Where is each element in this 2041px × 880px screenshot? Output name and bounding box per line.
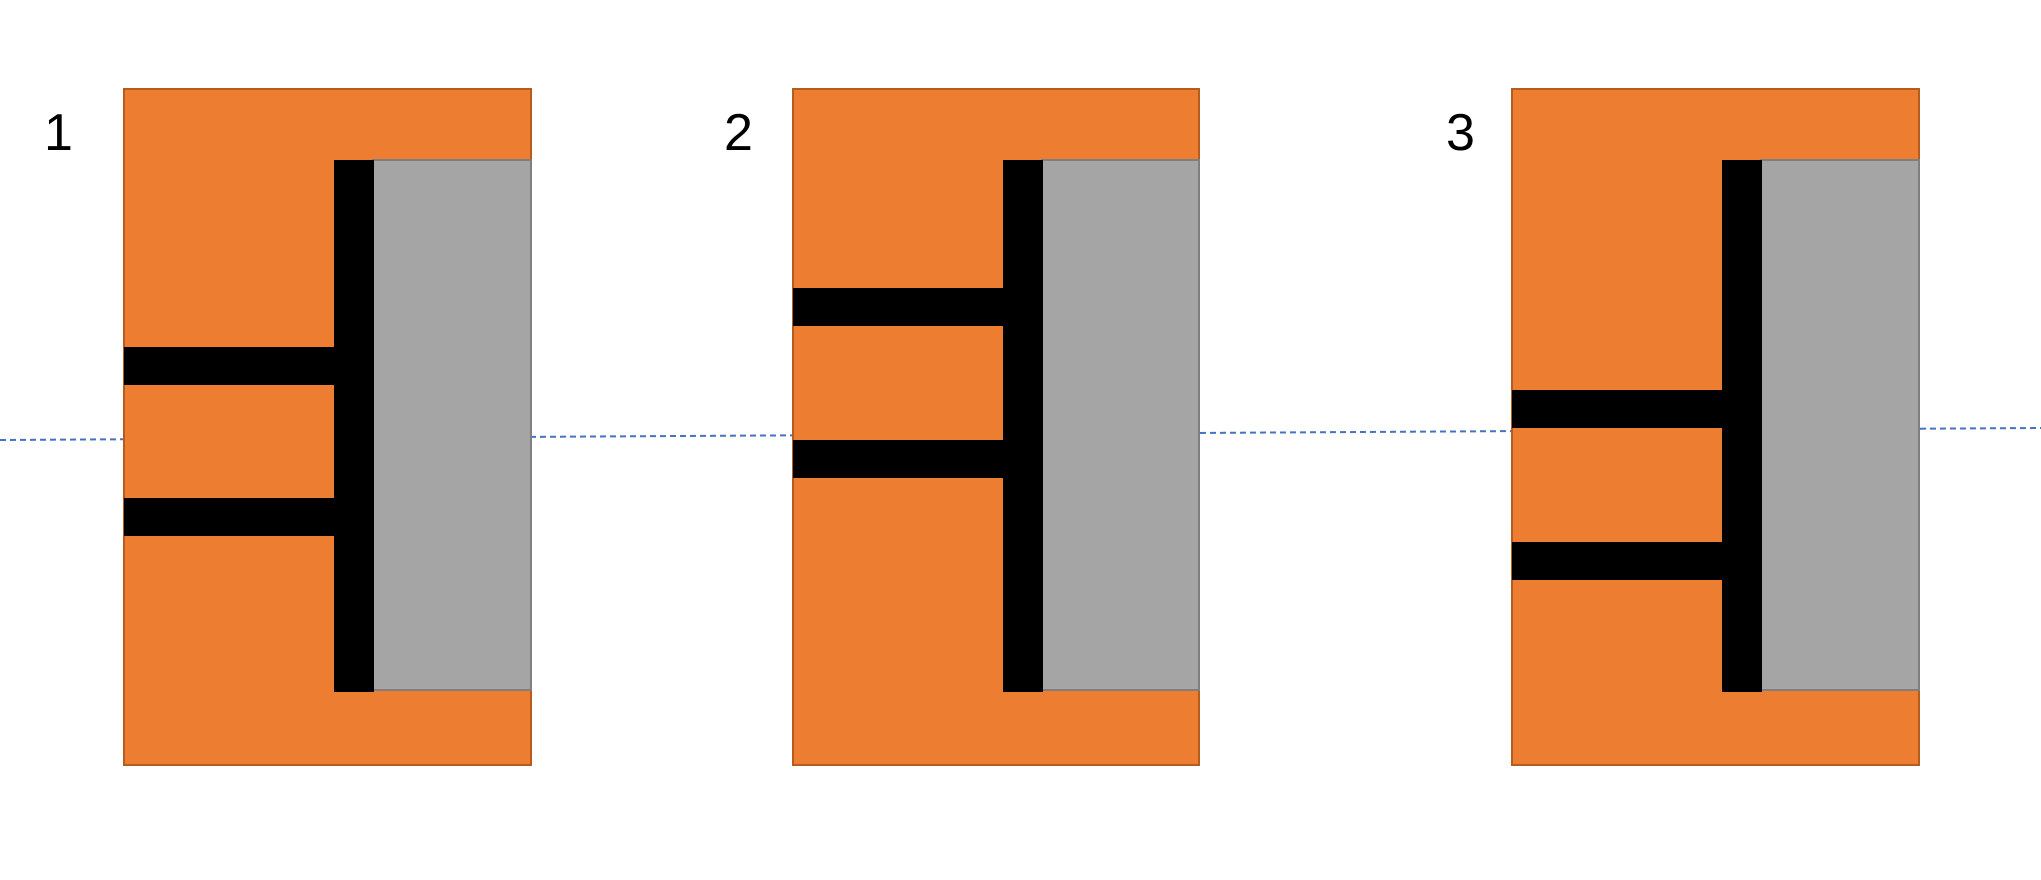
horizontal-arm-upper xyxy=(1512,390,1724,428)
panel-2: 2 xyxy=(724,88,1200,766)
vertical-bar xyxy=(1722,160,1762,692)
vertical-bar xyxy=(334,160,374,692)
panel-1: 1 xyxy=(44,88,532,766)
horizontal-arm-upper xyxy=(793,288,1005,326)
horizontal-arm-upper xyxy=(124,347,336,385)
insert-block xyxy=(1760,159,1920,691)
insert-block xyxy=(372,159,532,691)
panel-number: 3 xyxy=(1446,104,1475,162)
horizontal-arm-lower xyxy=(124,498,336,536)
vertical-bar xyxy=(1003,160,1043,692)
panel-3: 3 xyxy=(1446,88,1920,766)
horizontal-arm-lower xyxy=(793,440,1005,478)
insert-block xyxy=(1041,159,1200,691)
panel-number: 2 xyxy=(724,104,753,162)
horizontal-arm-lower xyxy=(1512,542,1724,580)
panel-number: 1 xyxy=(44,104,73,162)
